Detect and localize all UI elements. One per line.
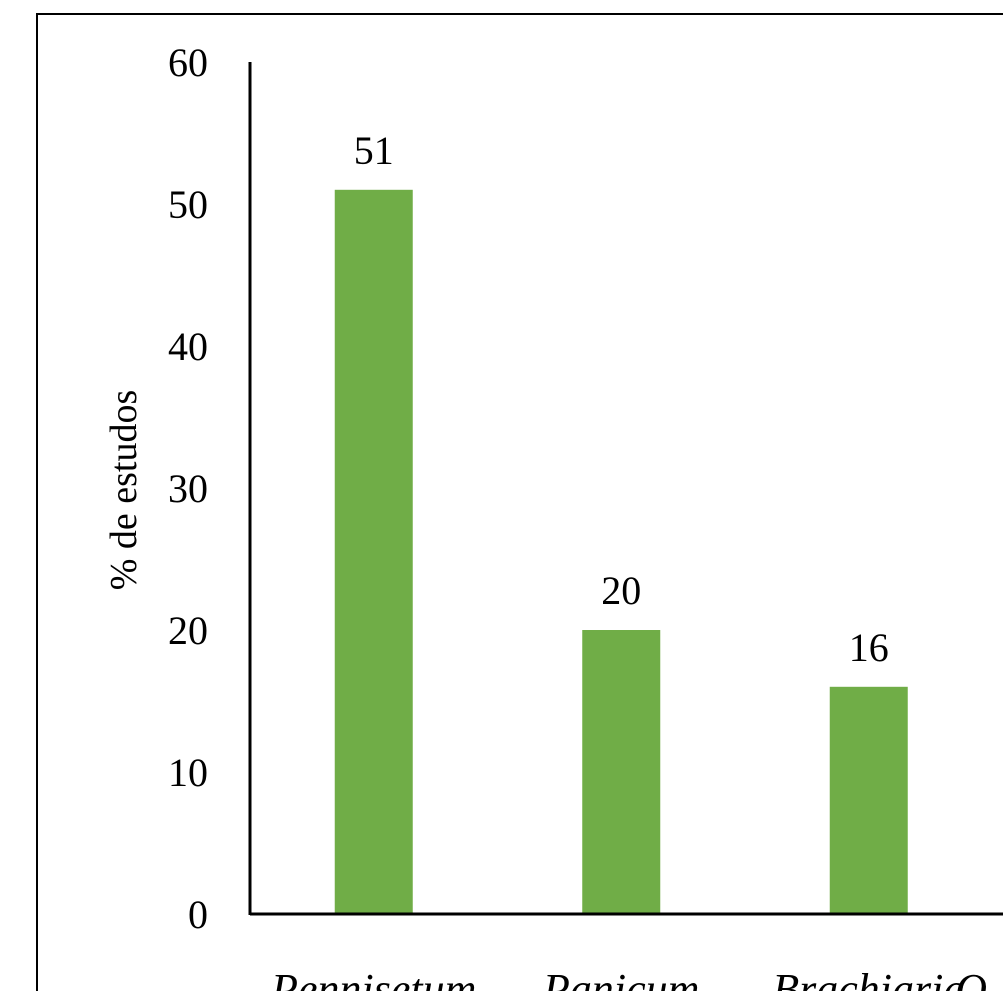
y-tick-label: 30 <box>168 466 208 511</box>
data-label: 16 <box>849 625 889 670</box>
y-tick-label: 60 <box>168 40 208 85</box>
y-tick-label: 0 <box>188 892 208 937</box>
data-label: 20 <box>601 568 641 613</box>
y-tick-label: 20 <box>168 608 208 653</box>
x-tick-label: O <box>955 965 987 991</box>
bar <box>582 630 661 914</box>
x-tick-label: Panicum <box>542 965 699 991</box>
bar <box>829 686 908 914</box>
bar <box>334 189 413 915</box>
x-tick-label: Brachiaria <box>772 965 965 991</box>
data-label: 51 <box>354 128 394 173</box>
y-tick-label: 40 <box>168 324 208 369</box>
y-tick-label: 50 <box>168 182 208 227</box>
y-axis-label: % de estudos <box>103 390 145 591</box>
x-tick-label: Pennisetum <box>270 965 476 991</box>
y-tick-label: 10 <box>168 750 208 795</box>
